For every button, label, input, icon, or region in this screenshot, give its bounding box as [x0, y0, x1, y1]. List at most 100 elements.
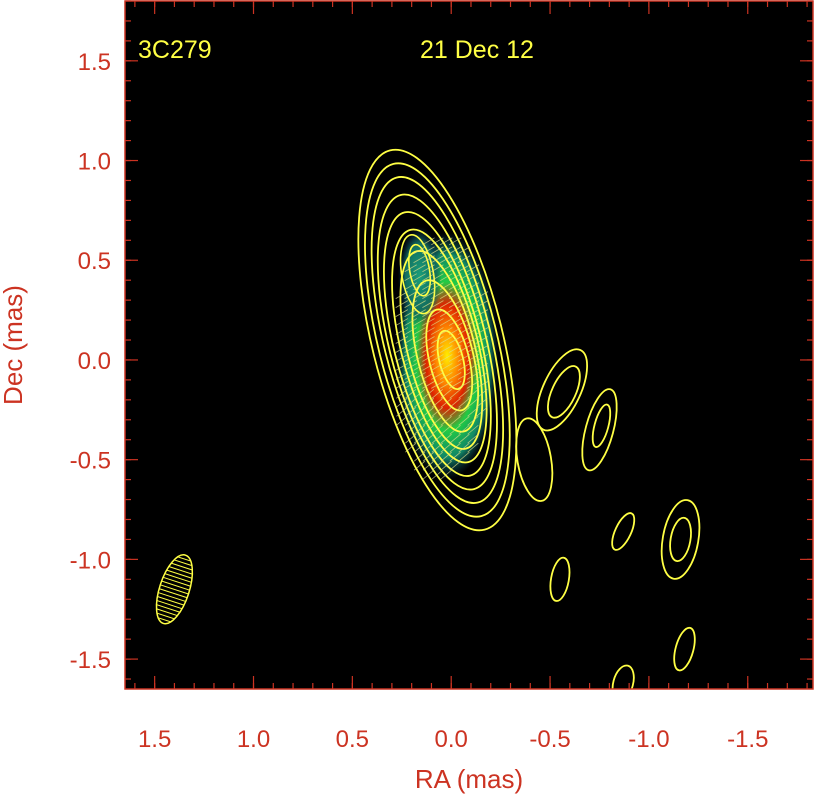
pol-vector [404, 363, 417, 371]
pol-vector [422, 327, 435, 335]
pol-vector [448, 354, 462, 362]
pol-vector [431, 318, 444, 326]
pol-vector [422, 398, 435, 408]
x-tick-label: 1.5 [138, 726, 171, 753]
pol-vector [431, 398, 443, 408]
pol-vector [404, 318, 417, 326]
pol-vector [405, 389, 417, 399]
beam-hatch [158, 588, 188, 599]
pol-vector [440, 442, 452, 453]
pol-vector [431, 389, 443, 399]
pol-vector [422, 318, 435, 326]
jet-contour-2 [547, 365, 581, 419]
pol-vector [440, 255, 453, 264]
pol-vector [449, 398, 461, 408]
pol-vector [413, 255, 426, 264]
pol-vector [448, 282, 462, 291]
pol-vector [404, 273, 417, 282]
pol-vector [422, 282, 435, 291]
pol-vector [431, 372, 444, 380]
pol-vector [422, 451, 435, 462]
pol-vector [413, 433, 426, 444]
pol-vector [405, 424, 417, 435]
core-contour-3 [376, 193, 498, 491]
beam-hatch [152, 607, 182, 618]
pol-vector [467, 398, 479, 408]
pol-vector [475, 372, 489, 380]
pol-vector [405, 442, 417, 453]
beam-hatch [166, 565, 195, 576]
pol-vector [448, 246, 462, 255]
pol-vector [448, 372, 462, 380]
pol-vector [475, 309, 489, 317]
pol-vector [413, 282, 426, 291]
pol-vector [466, 291, 480, 299]
pol-vector [413, 291, 426, 299]
beam-hatch [155, 599, 184, 610]
beam-hatch [165, 569, 194, 580]
pol-vector [440, 389, 452, 399]
pol-vector [457, 318, 471, 326]
pol-vector [431, 406, 443, 417]
pol-vector [458, 406, 470, 417]
pol-vector [413, 300, 426, 308]
pol-vector [413, 460, 426, 471]
pol-vector [396, 398, 408, 408]
pol-vector [413, 424, 426, 435]
pol-vector [466, 282, 480, 291]
pol-vector [467, 433, 479, 444]
pol-vector [431, 354, 444, 362]
x-tick-label: -0.5 [529, 726, 570, 753]
pol-vector [431, 363, 444, 371]
pol-vector [404, 309, 417, 317]
beam-hatch [160, 584, 189, 595]
pol-vector [457, 345, 471, 353]
pol-vector [413, 398, 426, 408]
y-tick-label: 1.0 [78, 149, 111, 176]
pol-vector [457, 372, 471, 380]
pol-vector [440, 451, 452, 462]
pol-vector [404, 336, 417, 344]
pol-vector [395, 372, 409, 380]
pol-vector [448, 336, 462, 344]
jet-contour-1 [535, 348, 588, 432]
pol-vector [475, 300, 489, 308]
pol-vector [440, 469, 452, 480]
pol-vector [413, 345, 426, 353]
pol-vector [431, 309, 444, 317]
jet-contour-7 [660, 499, 701, 580]
pol-vector [422, 237, 435, 246]
pol-vector [457, 336, 471, 344]
pol-vector [422, 442, 435, 453]
pol-vector [413, 246, 426, 255]
x-axis-title: RA (mas) [415, 764, 523, 794]
pol-vector [475, 345, 489, 353]
pol-vector [448, 345, 462, 353]
epoch-label: 21 Dec 12 [420, 36, 534, 64]
pol-vector [413, 372, 426, 380]
pol-vector [448, 318, 462, 326]
pol-vector [431, 264, 444, 273]
beam-outline [155, 554, 194, 625]
pol-vector [431, 469, 443, 480]
beam-hatch [156, 595, 185, 606]
pol-vector [422, 433, 435, 444]
pol-vector [448, 237, 462, 246]
pol-vector [404, 282, 417, 291]
pol-vector [395, 300, 409, 308]
pol-vector [413, 406, 426, 417]
pol-vector [440, 460, 452, 471]
pol-vector [431, 291, 444, 299]
pol-vector [396, 406, 408, 417]
pol-vector [440, 372, 453, 380]
pol-vector [431, 273, 444, 282]
pol-vector [431, 336, 444, 344]
pol-vector [466, 381, 480, 389]
core-contour-9 [436, 329, 466, 391]
pol-vector [395, 327, 409, 335]
y-tick-label: 1.5 [78, 49, 111, 76]
pol-vector [395, 309, 409, 317]
core-contour-5 [391, 228, 488, 464]
pol-vector [457, 282, 471, 291]
